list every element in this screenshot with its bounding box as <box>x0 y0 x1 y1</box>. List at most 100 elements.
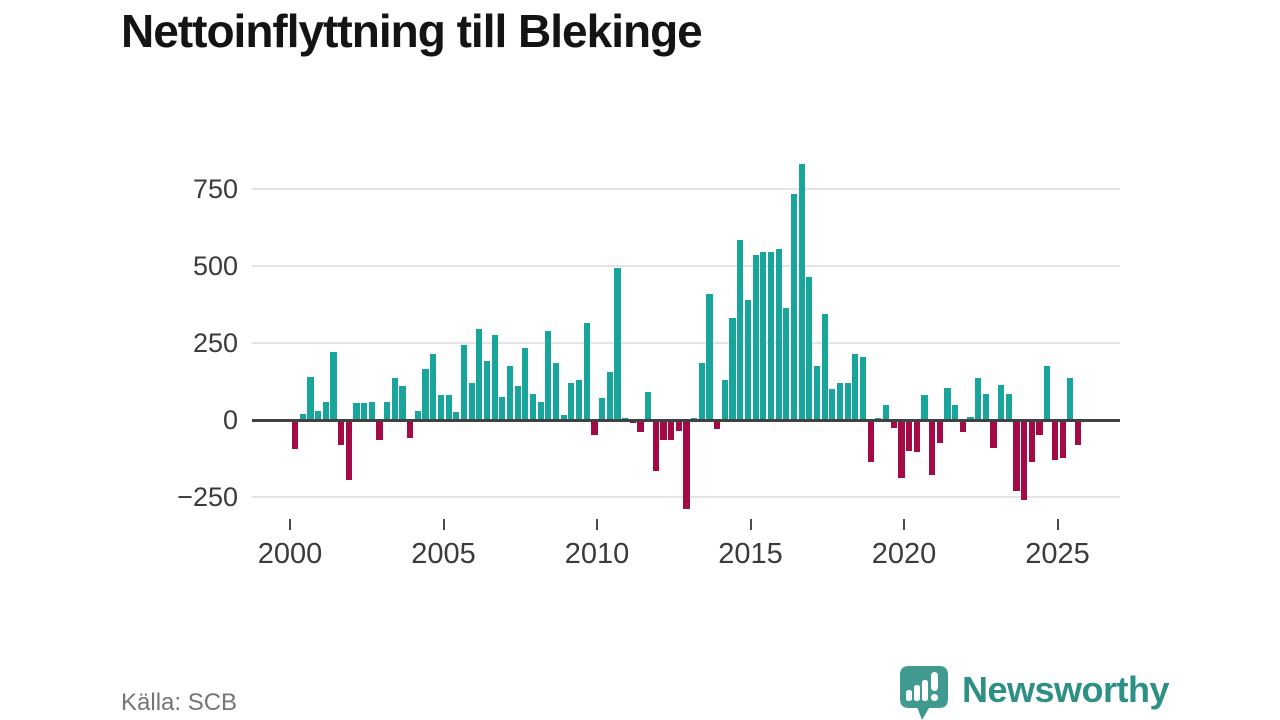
bar <box>345 421 352 481</box>
bar <box>675 421 682 431</box>
bar <box>307 376 314 420</box>
bar <box>1059 421 1066 459</box>
bar <box>760 252 767 420</box>
bar <box>775 249 782 420</box>
bar <box>744 299 752 420</box>
x-axis-tick-label: 2005 <box>411 538 476 570</box>
bar <box>645 392 652 420</box>
bar <box>806 276 813 420</box>
bar <box>407 421 414 439</box>
zero-axis-line <box>252 418 1120 422</box>
bar <box>491 335 498 420</box>
bar <box>1036 421 1043 436</box>
bar <box>890 421 897 428</box>
bar <box>599 398 606 420</box>
bar <box>453 412 460 420</box>
source-caption: Källa: SCB <box>121 689 238 716</box>
bar <box>982 393 989 420</box>
bar <box>913 421 920 453</box>
bar <box>583 322 590 420</box>
bar <box>529 393 537 420</box>
x-axis-tick-label: 2025 <box>1025 538 1090 570</box>
y-axis-tick-label: 750 <box>192 174 238 204</box>
bar <box>537 401 544 420</box>
bar <box>414 410 421 420</box>
bar <box>783 307 790 420</box>
bar <box>552 363 560 420</box>
bar <box>813 366 821 420</box>
bar <box>767 252 775 420</box>
bar <box>967 416 974 420</box>
x-axis-tick-mark <box>749 519 752 530</box>
bar <box>506 366 514 420</box>
bar <box>614 267 621 420</box>
bar <box>882 404 890 420</box>
bar <box>998 384 1005 420</box>
bar <box>460 344 468 420</box>
bar <box>483 361 491 420</box>
bar <box>829 389 836 420</box>
bar <box>629 421 636 424</box>
bar <box>1067 378 1074 420</box>
bar <box>729 318 736 420</box>
bar <box>698 363 705 420</box>
x-axis-tick-mark <box>903 519 905 530</box>
x-axis-tick-label: 2010 <box>564 538 630 570</box>
bar <box>1013 421 1020 491</box>
bar <box>361 403 368 420</box>
gridline <box>252 265 1120 267</box>
bar <box>514 386 521 420</box>
x-axis-tick-mark <box>442 519 445 530</box>
bar <box>668 421 675 440</box>
bar <box>399 386 406 420</box>
bar <box>568 383 575 420</box>
bar <box>430 353 437 420</box>
bar <box>437 395 444 420</box>
bar <box>591 421 598 436</box>
bar <box>322 401 329 420</box>
bar <box>836 383 844 420</box>
bar <box>706 293 713 420</box>
bar <box>1005 393 1012 420</box>
bar <box>821 313 828 420</box>
bar <box>867 421 874 462</box>
bar <box>714 421 721 430</box>
bar <box>929 421 936 476</box>
newsworthy-wordmark: Newsworthy <box>962 669 1170 710</box>
chart-title: Nettoinflyttning till Blekinge <box>121 5 703 57</box>
bar <box>560 415 567 420</box>
bar <box>545 330 552 420</box>
x-axis-tick-label: 2020 <box>871 538 937 570</box>
bar <box>637 421 644 433</box>
bar <box>522 347 529 420</box>
bar <box>975 378 982 420</box>
bar <box>1051 421 1058 460</box>
bar <box>898 421 905 479</box>
bar <box>376 421 383 440</box>
bar <box>476 329 483 420</box>
bar <box>721 379 728 420</box>
bar <box>445 395 452 420</box>
x-axis-tick-label: 2000 <box>257 538 323 570</box>
bar <box>859 356 867 420</box>
bar <box>391 378 398 420</box>
bar <box>368 401 375 420</box>
gridline <box>252 342 1120 344</box>
bar <box>292 421 299 450</box>
bar <box>499 396 506 420</box>
bar <box>952 404 959 420</box>
bar <box>936 421 943 444</box>
bar <box>844 383 851 420</box>
bar <box>660 421 667 440</box>
bar <box>1074 421 1082 445</box>
bar <box>959 421 966 433</box>
bar <box>468 383 475 420</box>
bar <box>606 372 613 420</box>
bar <box>1021 421 1028 501</box>
bar <box>422 369 429 420</box>
bar <box>921 395 928 420</box>
y-axis-tick-label: 0 <box>222 405 238 435</box>
x-axis-tick-mark <box>289 519 291 530</box>
bar <box>683 421 690 510</box>
